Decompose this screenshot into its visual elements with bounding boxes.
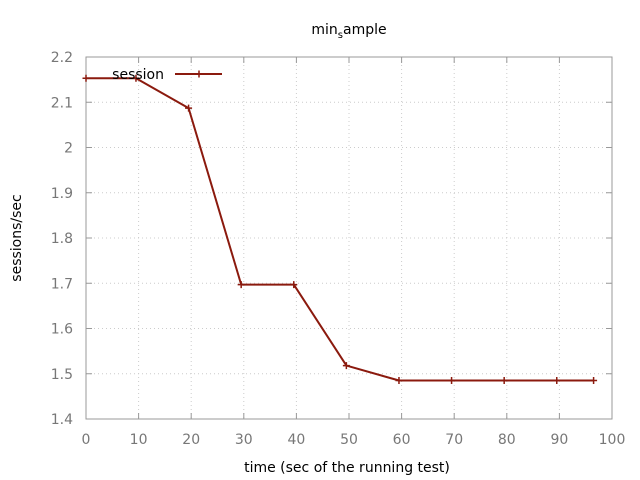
data-point xyxy=(132,74,140,82)
data-point xyxy=(553,377,561,385)
x-tick-label: 20 xyxy=(182,432,200,448)
data-point xyxy=(342,362,350,370)
data-point xyxy=(185,104,193,112)
grid-lines xyxy=(86,57,612,419)
x-tick-label: 10 xyxy=(130,432,148,448)
y-tick-label: 1.6 xyxy=(51,322,73,338)
y-tick-label: 1.4 xyxy=(51,412,73,428)
x-tick-label: 30 xyxy=(235,432,253,448)
x-tick-label: 100 xyxy=(599,432,626,448)
x-axis-tick-labels: 0 10 20 30 40 50 60 70 80 90 100 xyxy=(82,432,626,448)
data-point xyxy=(82,74,90,82)
y-axis-tick-labels: 1.4 1.5 1.6 1.7 1.8 1.9 2 2.1 2.2 xyxy=(51,50,73,428)
y-tick-label: 1.5 xyxy=(51,367,73,383)
x-axis-label: time (sec of the running test) xyxy=(244,460,450,476)
legend: session xyxy=(112,67,222,83)
legend-marker-session xyxy=(195,70,203,78)
x-tick-label: 0 xyxy=(82,432,91,448)
y-axis-label: sessions/sec xyxy=(9,194,25,281)
data-point xyxy=(500,377,508,385)
data-point xyxy=(395,377,403,385)
data-point xyxy=(237,281,245,289)
axis-ticks xyxy=(85,56,613,420)
x-tick-label: 50 xyxy=(340,432,358,448)
x-tick-label: 40 xyxy=(287,432,305,448)
chart-title-rest: ample xyxy=(343,22,387,38)
y-tick-label: 1.9 xyxy=(51,186,73,202)
y-tick-label: 2.2 xyxy=(51,50,73,66)
data-point xyxy=(590,377,598,385)
x-tick-label: 80 xyxy=(498,432,516,448)
chart-title-subscript: s xyxy=(338,30,343,41)
chart-title: minsample xyxy=(311,22,386,41)
x-tick-label: 60 xyxy=(393,432,411,448)
x-tick-label: 90 xyxy=(550,432,568,448)
y-tick-label: 1.7 xyxy=(51,276,73,292)
series-layer xyxy=(82,74,598,385)
chart-title-main: min xyxy=(311,22,337,38)
legend-label-session: session xyxy=(112,67,164,83)
data-point xyxy=(448,377,456,385)
data-point xyxy=(290,281,298,289)
y-tick-label: 2.1 xyxy=(51,95,73,111)
y-tick-label: 2 xyxy=(64,141,73,157)
y-tick-label: 1.8 xyxy=(51,231,73,247)
x-tick-label: 70 xyxy=(445,432,463,448)
